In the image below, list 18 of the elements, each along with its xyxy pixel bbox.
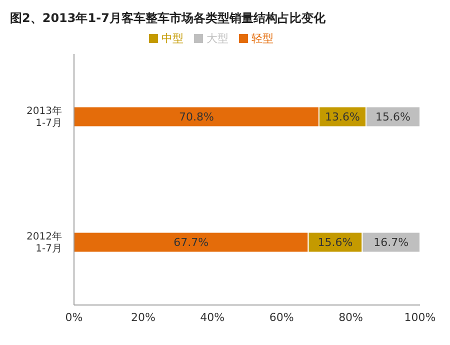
- data-label: 15.6%: [376, 110, 410, 124]
- x-tick-label: 80%: [338, 310, 364, 324]
- x-tick-label: 100%: [404, 310, 436, 324]
- chart-title: 图2、2013年1-7月客车整车市场各类型销量结构占比变化: [9, 10, 326, 27]
- legend-label: 轻型: [252, 32, 274, 45]
- x-tick-label: 0%: [65, 310, 83, 324]
- legend-label: 大型: [206, 32, 228, 45]
- data-label: 15.6%: [318, 236, 353, 250]
- y-tick-label: 2012年 1-7月: [26, 230, 62, 254]
- x-tick-label: 60%: [269, 310, 294, 324]
- y-tick-label: 2013年 1-7月: [26, 104, 62, 129]
- data-label: 16.7%: [374, 236, 409, 250]
- x-tick-label: 40%: [200, 310, 225, 324]
- data-label: 67.7%: [174, 236, 209, 250]
- x-tick-label: 20%: [130, 310, 156, 324]
- data-label: 13.6%: [325, 110, 360, 124]
- data-label: 70.8%: [179, 110, 214, 124]
- legend-label: 中型: [162, 32, 184, 45]
